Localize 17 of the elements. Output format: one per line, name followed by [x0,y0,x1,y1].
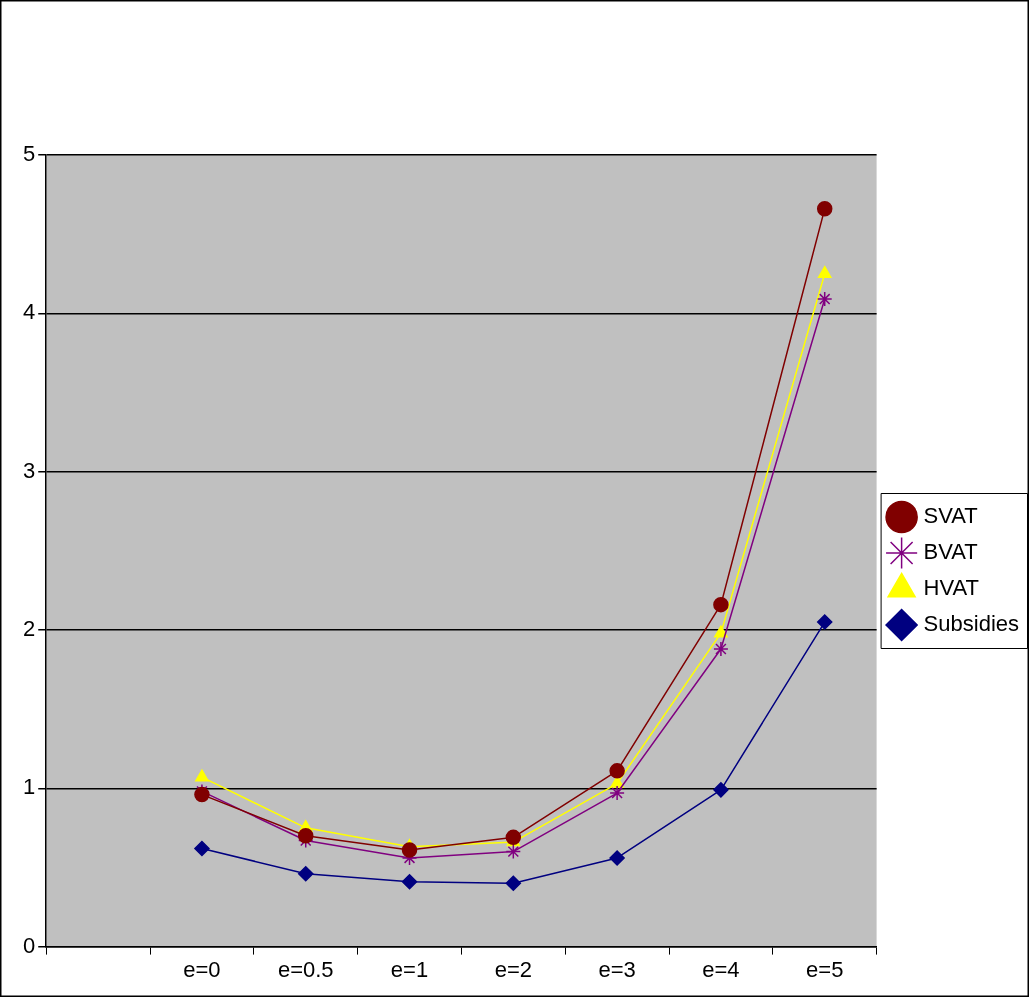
y-tick-label: 0 [22,932,36,958]
y-tick-label: 2 [22,616,36,642]
legend-label: HVAT [923,575,980,601]
x-tick-label: e=1 [390,956,429,982]
y-tick-label: 1 [22,774,36,800]
x-tick-label: e=5 [806,956,844,982]
x-tick-label: e=0 [183,956,221,982]
x-tick-label: e=4 [702,956,740,982]
legend-label: Subsidies [923,611,1019,637]
legend-label: SVAT [923,503,978,529]
y-tick-label: 4 [22,299,36,325]
x-tick-label: e=0.5 [277,956,334,982]
y-tick-label: 5 [22,141,36,167]
x-tick-label: e=2 [494,956,532,982]
x-tick-label: e=3 [598,956,636,982]
legend-label: BVAT [923,539,978,565]
y-tick-label: 3 [22,457,36,483]
